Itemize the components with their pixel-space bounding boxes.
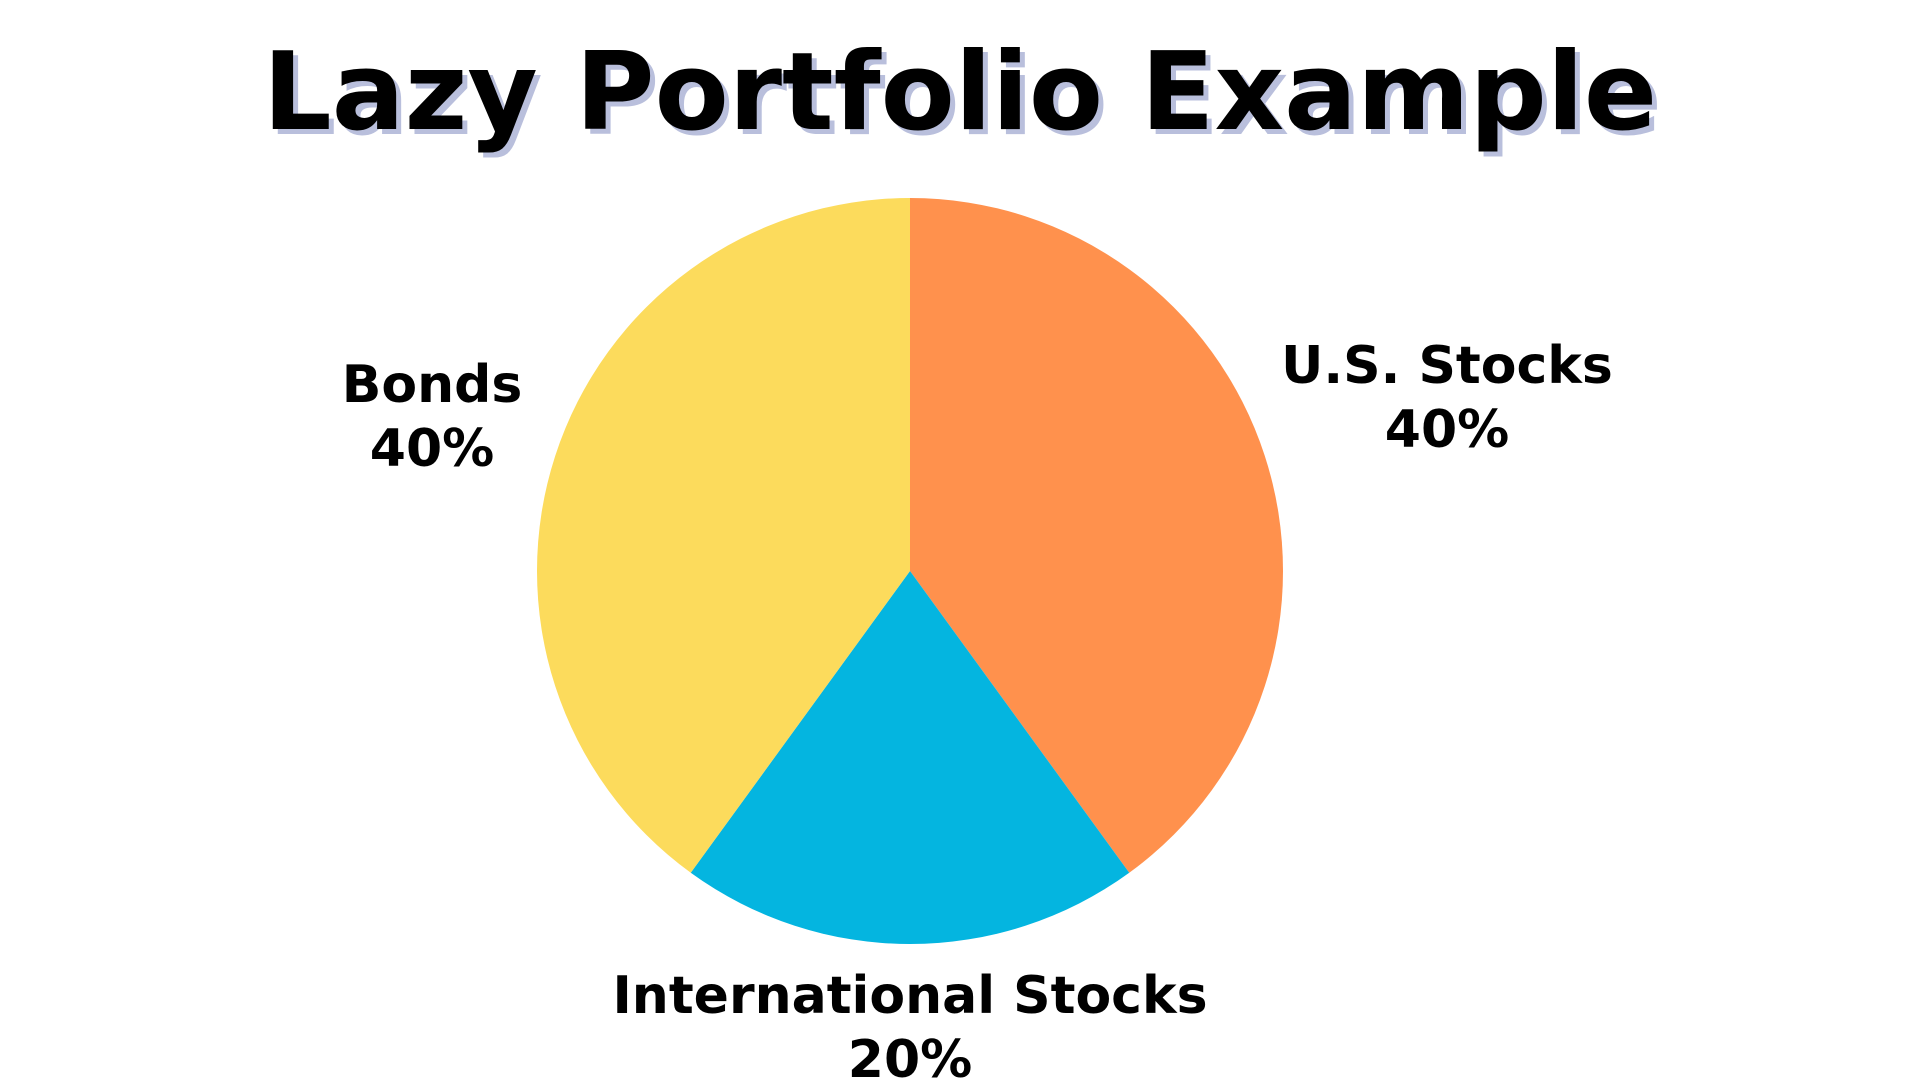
pie-slice (910, 198, 1284, 873)
slice-value-label: 40% (1384, 400, 1510, 460)
slice-value-label: 20% (847, 1030, 973, 1080)
pie-slice (690, 571, 1130, 945)
pie-slice (537, 198, 910, 873)
slice-label: Bonds (341, 355, 523, 415)
chart-title: Lazy Portfolio Example (262, 30, 1658, 155)
slice-value-label: 40% (369, 419, 495, 479)
slice-label: U.S. Stocks (1281, 336, 1613, 396)
slice-label: International Stocks (612, 966, 1208, 1026)
